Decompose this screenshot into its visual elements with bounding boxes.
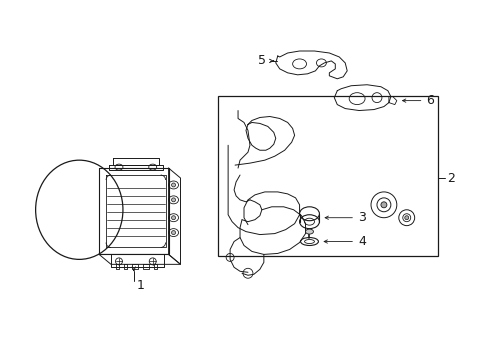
- Ellipse shape: [380, 202, 386, 208]
- Text: 3: 3: [357, 211, 366, 224]
- Ellipse shape: [171, 183, 175, 187]
- Text: 4: 4: [357, 235, 366, 248]
- Ellipse shape: [171, 198, 175, 202]
- Ellipse shape: [171, 216, 175, 220]
- Ellipse shape: [171, 231, 175, 235]
- Ellipse shape: [404, 216, 408, 220]
- Bar: [218, 96, 438, 256]
- Text: 2: 2: [447, 171, 454, 185]
- Ellipse shape: [305, 229, 313, 234]
- Text: 6: 6: [426, 94, 434, 107]
- Text: 5: 5: [257, 54, 265, 67]
- Text: 1: 1: [137, 279, 144, 292]
